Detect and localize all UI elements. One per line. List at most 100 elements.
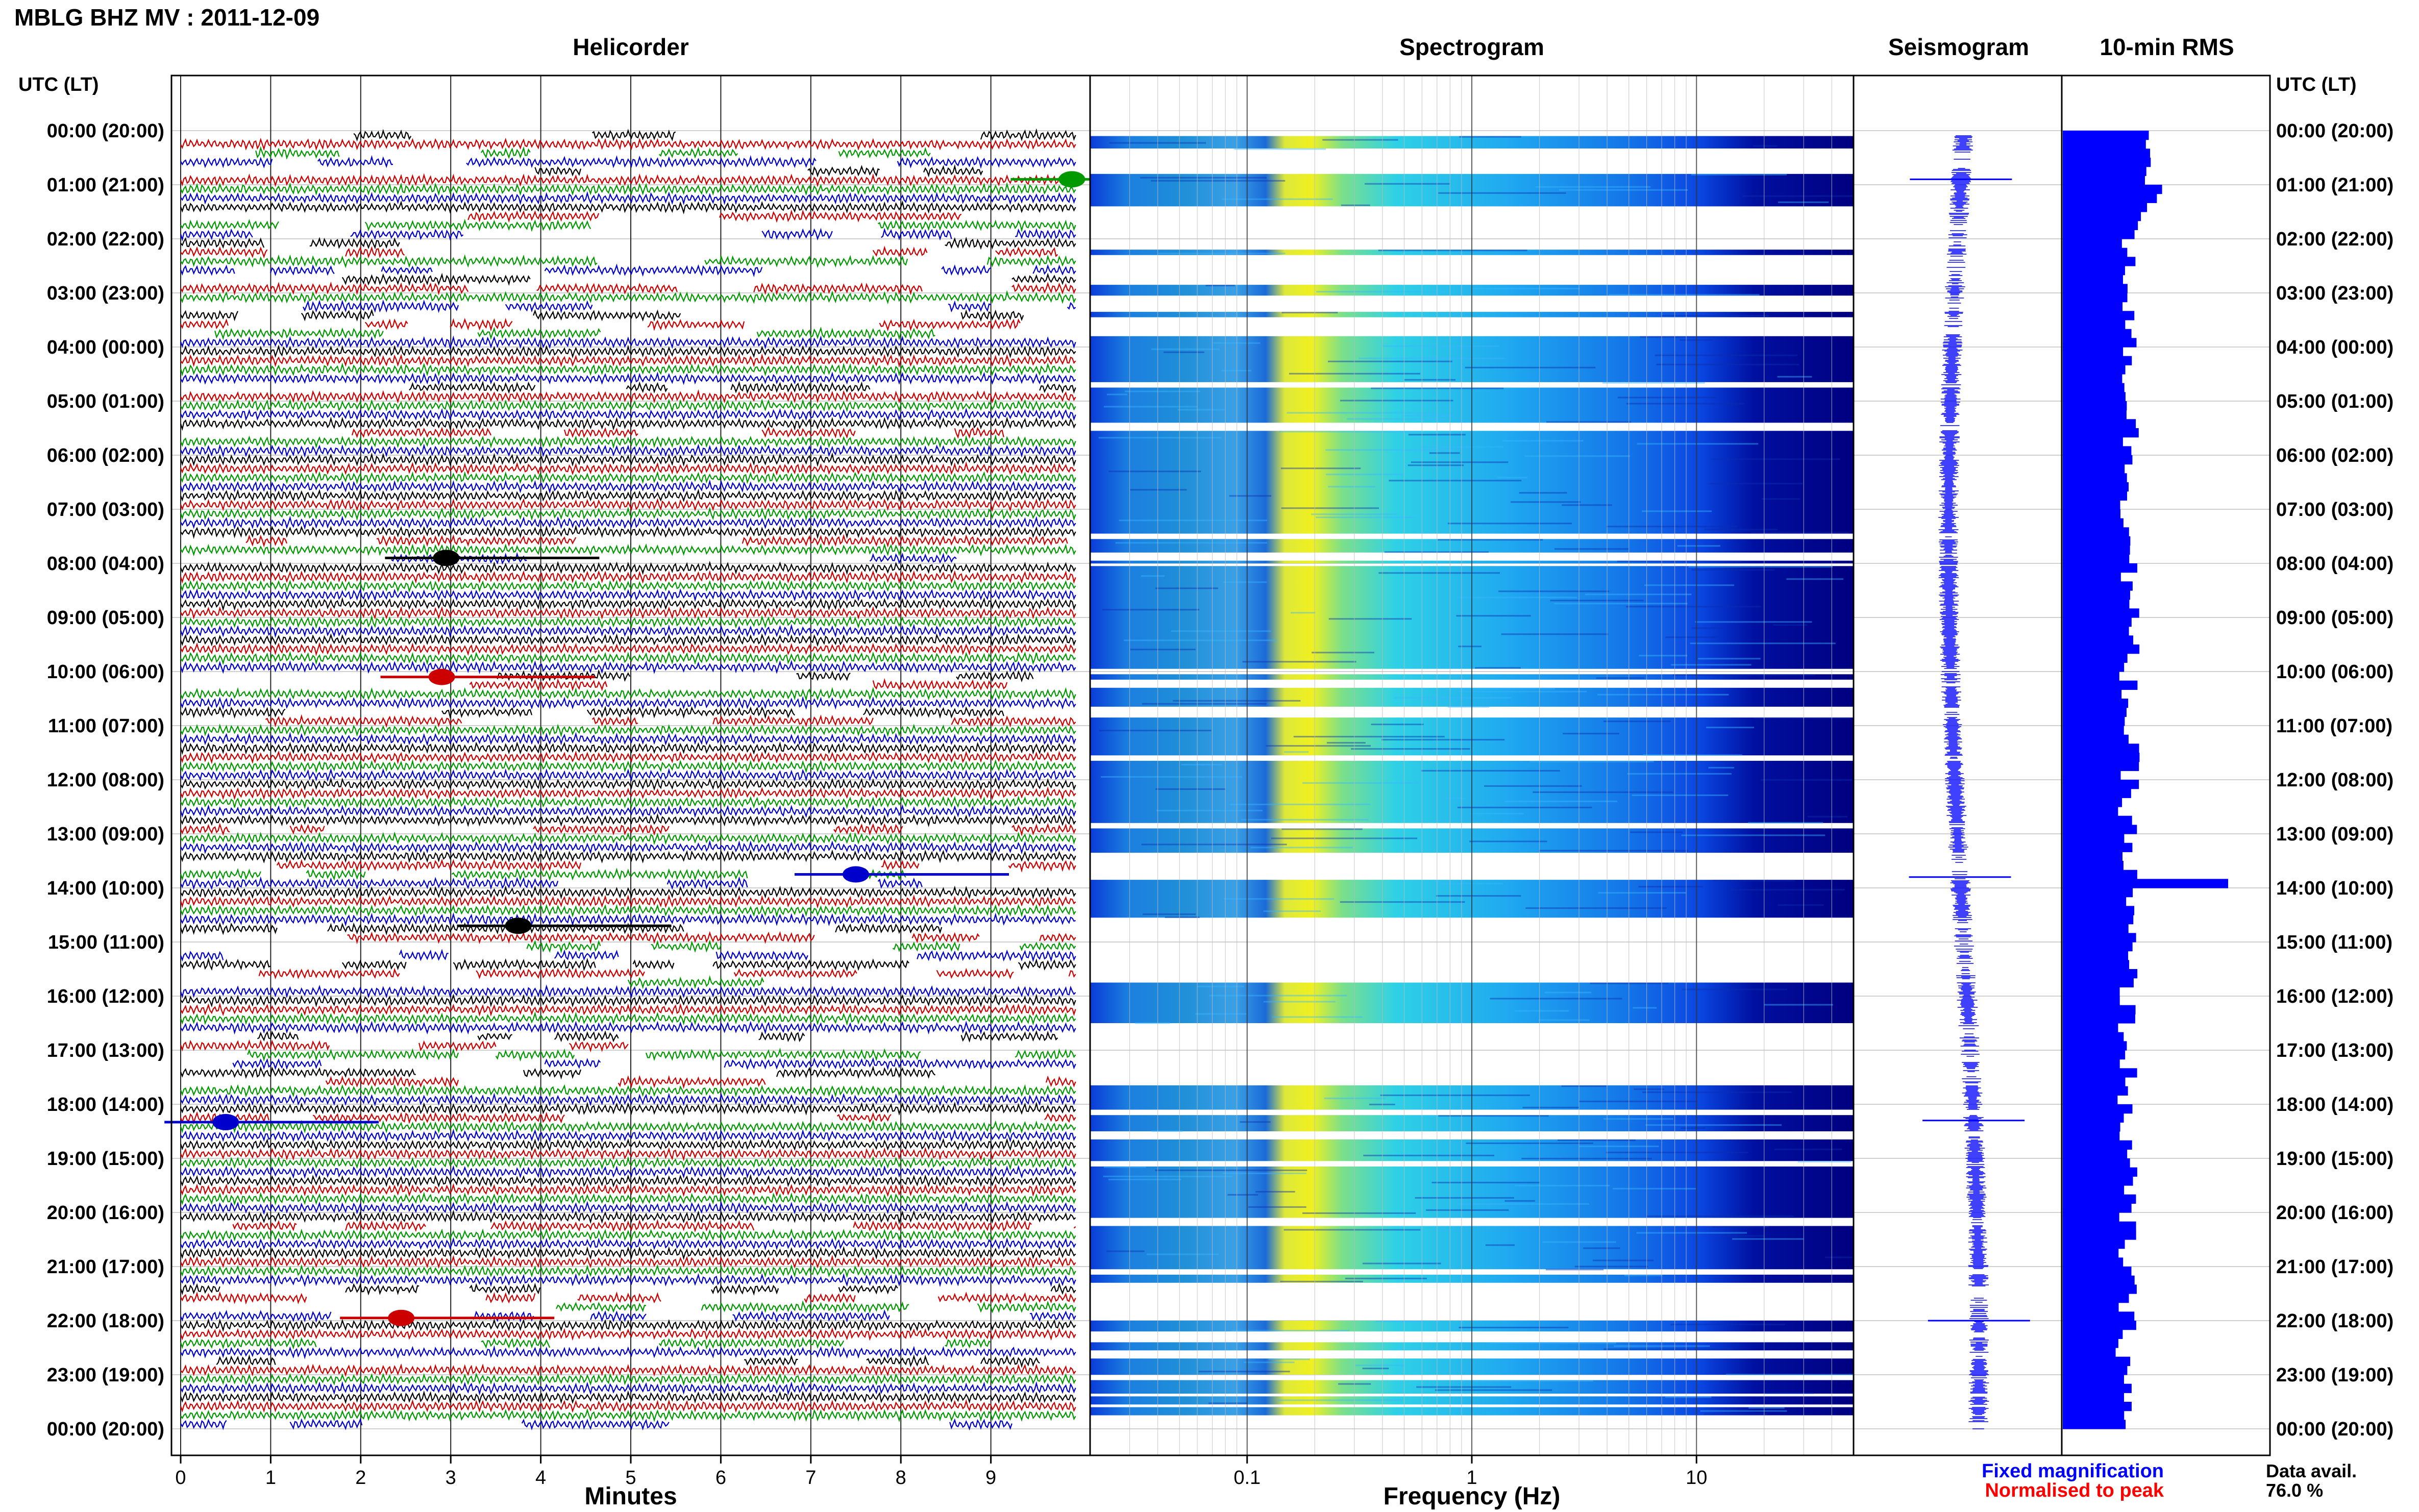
- helicorder-trace: [255, 146, 931, 160]
- helicorder-trace: [180, 1372, 1076, 1386]
- helicorder-trace: [180, 1399, 1076, 1414]
- helicorder-trace: [180, 498, 1076, 512]
- helicorder-trace: [180, 479, 1076, 494]
- helicorder-trace: [556, 1300, 1076, 1313]
- helicorder-trace: [180, 434, 1076, 449]
- time-label: 08:00 (04:00): [2276, 553, 2393, 575]
- spectrogram-texture: [1459, 1327, 1569, 1328]
- time-label: 05:00 (01:00): [47, 391, 164, 412]
- spectrogram-texture: [1618, 396, 1716, 399]
- time-label: 03:00 (23:00): [2276, 283, 2393, 304]
- helicorder-trace: [180, 993, 1076, 1008]
- spectrogram-texture: [1324, 1097, 1386, 1099]
- helicorder-trace: [265, 714, 1076, 728]
- helicorder-trace: [180, 471, 1076, 484]
- spectrogram-texture: [1223, 581, 1267, 583]
- helicorder-trace: [245, 534, 1068, 548]
- spectrogram-texture: [1558, 1139, 1636, 1141]
- spectrogram-texture: [1514, 1010, 1569, 1012]
- helicorder-trace: [180, 155, 1076, 169]
- spectrogram-texture: [1690, 642, 1836, 645]
- rms-bar: [2063, 852, 2122, 861]
- spectrogram-texture: [1255, 1191, 1295, 1193]
- spectrogram-texture: [1706, 727, 1755, 729]
- spectrogram-texture: [1229, 803, 1370, 805]
- spectrogram-texture: [1351, 748, 1470, 750]
- spectrogram-texture: [1760, 779, 1853, 781]
- helicorder-trace: [232, 1057, 1076, 1071]
- spectrogram-texture: [1362, 1262, 1441, 1265]
- time-label: 18:00 (14:00): [2276, 1094, 2393, 1116]
- helicorder-trace: [180, 614, 1076, 629]
- spectrogram-texture: [1521, 1157, 1652, 1159]
- rms-bar: [2063, 1068, 2137, 1078]
- spectrogram-texture: [1639, 655, 1688, 657]
- helicorder-trace: [247, 1047, 1076, 1062]
- rms-bar: [2063, 906, 2135, 915]
- rms-bar: [2063, 347, 2124, 357]
- helicorder-trace: [180, 741, 1076, 755]
- helicorder-trace: [180, 1237, 1076, 1251]
- time-label: 00:00 (20:00): [2276, 1419, 2393, 1440]
- time-label: 01:00 (21:00): [47, 175, 164, 196]
- spectrogram-texture: [1700, 1410, 1787, 1412]
- rms-bar: [2063, 410, 2127, 419]
- spectrogram-texture: [1497, 477, 1527, 479]
- spectrogram-texture: [1466, 1142, 1593, 1144]
- spectrogram-texture: [1704, 529, 1778, 531]
- spectrogram-texture: [1378, 250, 1527, 252]
- helicorder-trace: [180, 777, 1076, 791]
- time-label: 20:00 (16:00): [47, 1202, 164, 1224]
- rms-bar: [2063, 987, 2120, 997]
- rms-bar: [2063, 509, 2120, 519]
- rms-bar: [2063, 942, 2133, 952]
- time-label: 21:00 (17:00): [2276, 1256, 2393, 1278]
- spectrogram-texture: [1632, 794, 1729, 796]
- spectrogram-texture: [1099, 730, 1212, 732]
- helicorder-title: Helicorder: [573, 34, 689, 60]
- spectrogram-texture: [1644, 584, 1735, 586]
- spectrogram-texture: [1457, 806, 1592, 808]
- spectrogram-texture: [1106, 393, 1127, 395]
- helicorder-trace: [180, 1408, 1076, 1423]
- spectrogram-texture: [1272, 1016, 1363, 1018]
- spectrogram-texture: [1435, 1389, 1552, 1391]
- rms-bar: [2063, 554, 2130, 564]
- rms-bar: [2063, 284, 2128, 293]
- spectrogram-texture: [1691, 173, 1787, 176]
- spectrogram-texture: [1438, 192, 1566, 194]
- seismogram-trace: [1938, 135, 1989, 1429]
- time-label: 11:00 (07:00): [2276, 715, 2392, 737]
- spectrogram-texture: [1284, 751, 1309, 753]
- rms-bar: [2063, 293, 2128, 303]
- x-tick-label: 5: [625, 1467, 636, 1489]
- rms-panel: [2063, 131, 2228, 1429]
- helicorder-trace: [180, 371, 1076, 386]
- time-label: 12:00 (08:00): [47, 770, 164, 791]
- helicorder-trace: [180, 1192, 1076, 1206]
- helicorder-trace: [303, 299, 1076, 314]
- rms-bar: [2063, 527, 2129, 537]
- spectrogram-texture: [1393, 697, 1511, 699]
- helicorder-panel: [164, 76, 1225, 1455]
- time-label: 07:00 (03:00): [47, 499, 164, 520]
- spectrogram-texture: [1677, 545, 1720, 547]
- spectrogram-texture: [1106, 1250, 1145, 1252]
- spectrogram-texture: [1559, 189, 1688, 191]
- x-tick-label: 1: [1466, 1467, 1477, 1489]
- time-label: 00:00 (20:00): [47, 120, 164, 142]
- helicorder-trace: [180, 1011, 1076, 1026]
- rms-bar: [2063, 662, 2125, 672]
- spectrogram-texture: [1242, 661, 1356, 663]
- spectrogram-texture: [1438, 539, 1543, 541]
- rms-bar: [2063, 247, 2128, 257]
- spectrogram-texture: [1438, 883, 1503, 885]
- rms-bar: [2063, 1410, 2125, 1420]
- helicorder-trace: [180, 1065, 936, 1080]
- helicorder-trace: [180, 1039, 629, 1053]
- rms-bar: [2063, 1221, 2136, 1231]
- spectrogram-texture: [1223, 898, 1335, 900]
- helicorder-trace: [180, 1318, 1076, 1332]
- helicorder-trace: [180, 452, 1076, 467]
